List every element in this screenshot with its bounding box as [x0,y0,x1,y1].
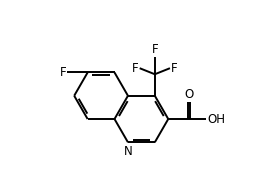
Text: O: O [184,88,193,101]
Text: OH: OH [207,112,225,125]
Text: N: N [124,145,132,158]
Text: F: F [60,66,66,79]
Text: F: F [132,62,139,75]
Text: F: F [151,43,158,56]
Text: F: F [171,62,178,75]
